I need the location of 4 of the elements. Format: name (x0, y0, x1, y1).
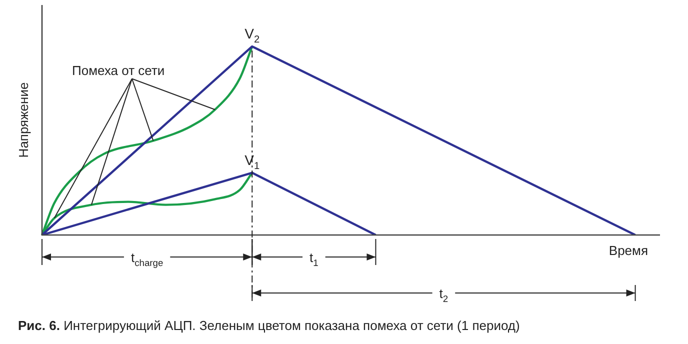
text: Рис. 6. Интегрирующий АЦП. Зеленым цветом показана помеха от сети (1 период) (18, 318, 520, 333)
x-axis-title: Время (608, 243, 648, 258)
annotation: Помеха от сети (72, 62, 165, 78)
y-axis-title: Напряжение (16, 82, 31, 158)
